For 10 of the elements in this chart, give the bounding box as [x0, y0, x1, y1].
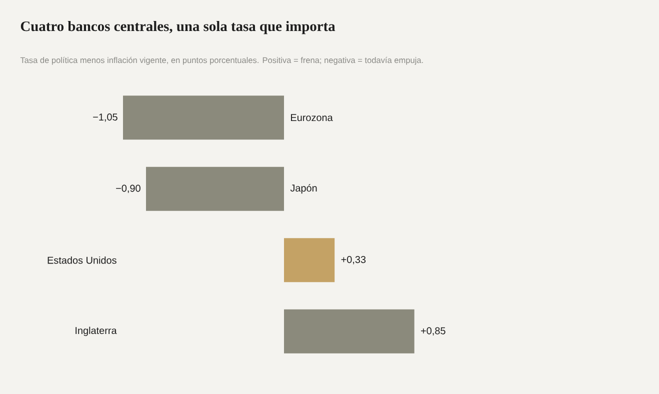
data-label: −0,90: [116, 184, 140, 193]
data-label: +0,85: [421, 327, 446, 336]
y-tick-label: Japón: [290, 184, 317, 194]
y-tick-label: Estados Unidos: [48, 256, 116, 264]
data-label: −1,05: [93, 114, 118, 122]
y-tick-label: Inglaterra: [76, 326, 117, 336]
chart-subtitle: Tasa de política menos inflación vigente, en puntos porcentuales. Positiva = frena; negativa = todavía empuja.: [20, 56, 423, 65]
chart-title: Cuatro bancos centrales, una sola tasa que importa: [20, 20, 336, 34]
data-label: +0,33: [341, 256, 366, 264]
y-tick-label: Eurozona: [291, 114, 333, 122]
